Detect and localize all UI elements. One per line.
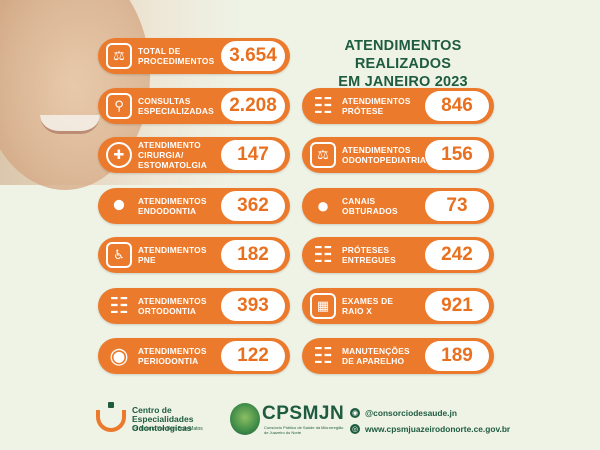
denture-icon: ☷ bbox=[313, 93, 333, 118]
stat-label: ATENDIMENTOS PRÓTESE bbox=[342, 96, 411, 116]
instagram-handle[interactable]: @consorciodesaude.jn bbox=[365, 408, 457, 418]
gum-tooth-icon: ◉ bbox=[109, 343, 129, 368]
stat-manutencoes-aparelho: ☷ MANUTENÇÕES DE APARELHO 189 bbox=[302, 338, 494, 374]
stat-label: TOTAL DE PROCEDIMENTOS bbox=[138, 46, 215, 66]
stat-raio-x: ▦ EXAMES DE RAIO X 921 bbox=[302, 288, 494, 324]
website-url[interactable]: www.cpsmjuazeirodonorte.ce.gov.br bbox=[365, 424, 511, 434]
dental-chair-icon: ⚖ bbox=[106, 43, 132, 69]
ceo-logo: Centro de Especialidades Odontologicas D… bbox=[96, 402, 226, 438]
braces-icon: ☷ bbox=[109, 293, 129, 318]
stat-total-procedimentos: ⚖ TOTAL DE PROCEDIMENTOS 3.654 bbox=[98, 38, 290, 74]
tooth-root-icon: ⚫ bbox=[109, 193, 129, 218]
stat-value: 122 bbox=[221, 341, 285, 371]
ceo-subtitle: Dr. Tiziano Van Den Bruk Matos bbox=[132, 426, 203, 432]
stat-label: CONSULTAS ESPECIALIZADAS bbox=[138, 96, 214, 116]
stat-periodontia: ◉ ATENDIMENTOS PERIODONTIA 122 bbox=[98, 338, 290, 374]
cpsmjn-name: CPSMJN bbox=[262, 403, 345, 424]
stat-label: ATENDIMENTOS ODONTOPEDIATRIA bbox=[342, 145, 427, 165]
stat-label: PRÓTESES ENTREGUES bbox=[342, 245, 396, 265]
stat-label: ATENDIMENTO CIRURGIA/ ESTOMATOLGIA bbox=[138, 140, 207, 170]
stat-value: 73 bbox=[425, 191, 489, 221]
stat-ortodontia: ☷ ATENDIMENTOS ORTODONTIA 393 bbox=[98, 288, 290, 324]
stat-canais-obturados: ● CANAIS OBTURADOS 73 bbox=[302, 188, 494, 224]
braces-maintenance-icon: ☷ bbox=[313, 343, 333, 368]
ceo-name: Centro de Especialidades Odontologicas bbox=[132, 405, 194, 433]
tooth-magnifier-icon: ⚲ bbox=[106, 93, 132, 119]
stat-label: CANAIS OBTURADOS bbox=[342, 196, 398, 216]
stat-label: EXAMES DE RAIO X bbox=[342, 296, 394, 316]
instagram-row: ◉ @consorciodesaude.jn bbox=[350, 407, 457, 419]
stat-label: ATENDIMENTOS ORTODONTIA bbox=[138, 296, 207, 316]
ceo-smile-icon bbox=[96, 402, 126, 432]
stat-value: 147 bbox=[221, 140, 285, 170]
stat-protese: ☷ ATENDIMENTOS PRÓTESE 846 bbox=[302, 88, 494, 124]
stat-endodontia: ⚫ ATENDIMENTOS ENDODONTIA 362 bbox=[98, 188, 290, 224]
title-line-1: ATENDIMENTOS REALIZADOS bbox=[344, 38, 462, 72]
stat-value: 242 bbox=[425, 240, 489, 270]
stat-value: 189 bbox=[425, 341, 489, 371]
pediatric-chair-icon: ⚖ bbox=[310, 142, 336, 168]
stat-label: ATENDIMENTOS PERIODONTIA bbox=[138, 346, 207, 366]
stat-value: 362 bbox=[221, 191, 285, 221]
tooth-surgery-icon: ✚ bbox=[106, 142, 132, 168]
xray-icon: ▦ bbox=[310, 293, 336, 319]
wheelchair-chair-icon: ♿ bbox=[106, 242, 132, 268]
smile-detail bbox=[40, 115, 100, 134]
globe-icon: ◎ bbox=[350, 424, 360, 434]
stat-odontopediatria: ⚖ ATENDIMENTOS ODONTOPEDIATRIA 156 bbox=[302, 137, 494, 173]
stat-value: 846 bbox=[425, 91, 489, 121]
tooth-icon: ● bbox=[316, 193, 330, 218]
instagram-icon: ◉ bbox=[350, 408, 360, 418]
prosthesis-icon: ☷ bbox=[313, 242, 333, 267]
stat-value: 156 bbox=[425, 140, 489, 170]
stat-value: 2.208 bbox=[221, 91, 285, 121]
stat-pne: ♿ ATENDIMENTOS PNE 182 bbox=[98, 237, 290, 273]
cpsmjn-emblem-icon bbox=[230, 403, 260, 435]
stat-value: 921 bbox=[425, 291, 489, 321]
page-title: ATENDIMENTOS REALIZADOS EM JANEIRO 2023 bbox=[296, 37, 510, 91]
cpsmjn-subtitle: Consórcio Público de Saúde da Microrregi… bbox=[264, 425, 344, 435]
stat-consultas-especializadas: ⚲ CONSULTAS ESPECIALIZADAS 2.208 bbox=[98, 88, 290, 124]
stat-value: 3.654 bbox=[221, 41, 285, 71]
stat-value: 182 bbox=[221, 240, 285, 270]
title-line-2: EM JANEIRO 2023 bbox=[338, 74, 468, 90]
website-row: ◎ www.cpsmjuazeirodonorte.ce.gov.br bbox=[350, 423, 510, 435]
stat-label: MANUTENÇÕES DE APARELHO bbox=[342, 346, 410, 366]
stat-label: ATENDIMENTOS ENDODONTIA bbox=[138, 196, 207, 216]
stat-proteses-entregues: ☷ PRÓTESES ENTREGUES 242 bbox=[302, 237, 494, 273]
stat-label: ATENDIMENTOS PNE bbox=[138, 245, 207, 265]
stat-value: 393 bbox=[221, 291, 285, 321]
stat-cirurgia-estomatologia: ✚ ATENDIMENTO CIRURGIA/ ESTOMATOLGIA 147 bbox=[98, 137, 290, 173]
